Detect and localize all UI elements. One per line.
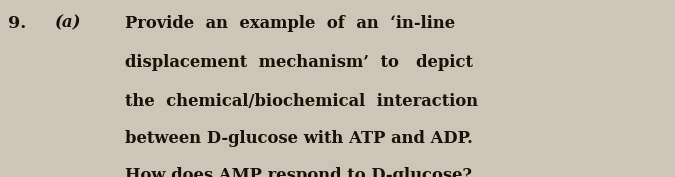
Text: (a): (a) <box>55 15 82 32</box>
Text: 9.: 9. <box>8 15 26 32</box>
Text: between D-glucose with ATP and ADP.: between D-glucose with ATP and ADP. <box>125 130 472 147</box>
Text: How does AMP respond to D-glucose?: How does AMP respond to D-glucose? <box>125 167 472 177</box>
Text: displacement  mechanism’  to   depict: displacement mechanism’ to depict <box>125 54 473 71</box>
Text: Provide  an  example  of  an  ‘in-line: Provide an example of an ‘in-line <box>125 15 455 32</box>
Text: the  chemical/biochemical  interaction: the chemical/biochemical interaction <box>125 93 478 110</box>
